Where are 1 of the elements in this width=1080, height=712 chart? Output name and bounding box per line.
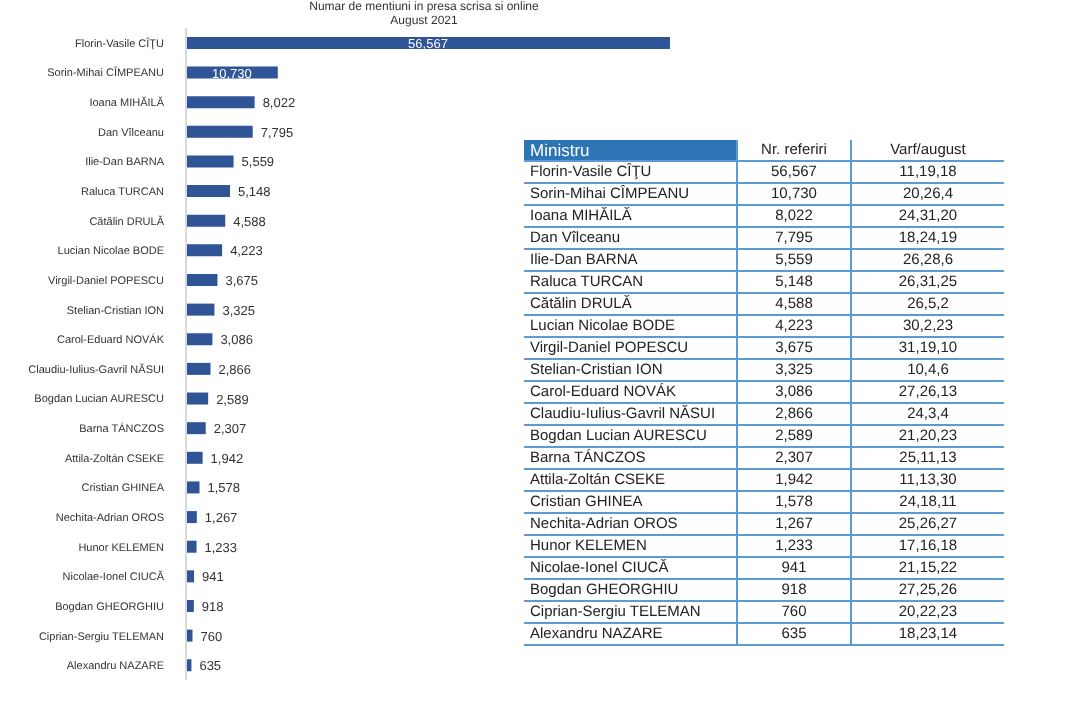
annotation: Ministru: [524, 140, 737, 161]
